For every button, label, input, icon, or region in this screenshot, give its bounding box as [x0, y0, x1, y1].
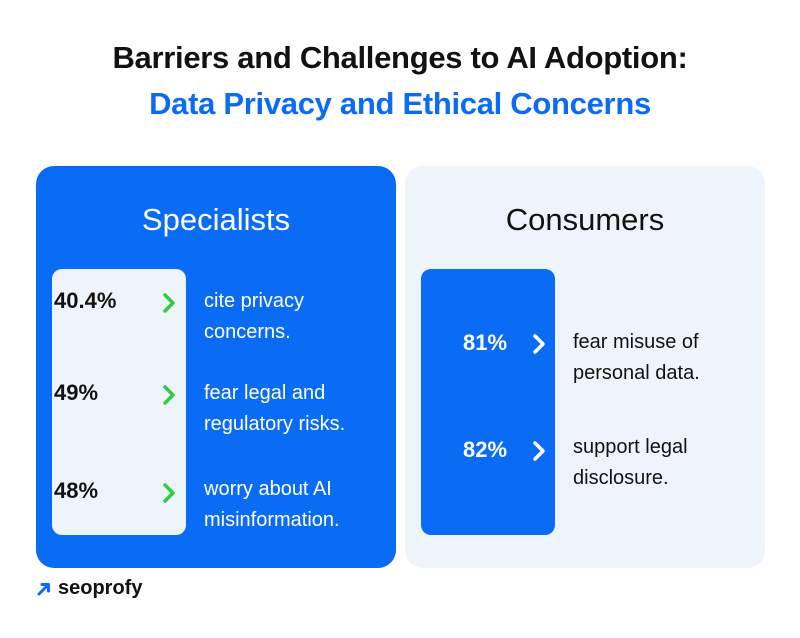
specialists-desc-1: cite privacy concerns. — [204, 290, 305, 343]
chevron-right-icon — [163, 385, 175, 405]
specialists-stat-1: 40.4% — [54, 288, 117, 313]
specialists-panel: Specialists 40.4% cite privacy concerns.… — [36, 166, 396, 568]
consumers-stats-box — [421, 269, 555, 535]
chevron-right-icon — [163, 483, 175, 503]
page-title: Barriers and Challenges to AI Adoption: — [112, 40, 688, 75]
consumers-stat-2: 82% — [463, 437, 508, 462]
consumers-desc-1: fear misuse of personal data. — [573, 331, 700, 384]
arrow-up-right-icon — [37, 582, 50, 595]
consumers-title: Consumers — [505, 202, 665, 237]
specialists-stat-3: 48% — [54, 478, 99, 503]
brand-logo: seoprofy — [36, 577, 142, 600]
specialists-desc-2: fear legal and regulatory risks. — [204, 382, 346, 435]
chevron-right-icon — [533, 441, 545, 461]
chevron-right-icon — [163, 293, 175, 313]
brand-name: seoprofy — [58, 577, 143, 599]
specialists-title: Specialists — [141, 202, 291, 237]
consumers-stat-1: 81% — [463, 330, 508, 355]
consumers-desc-2: support legal disclosure. — [573, 436, 688, 489]
specialists-desc-3: worry about AI misinformation. — [204, 478, 340, 531]
chevron-right-icon — [533, 334, 545, 354]
consumers-panel: Consumers 81% fear misuse of personal da… — [405, 166, 765, 568]
page-subtitle: Data Privacy and Ethical Concerns — [149, 86, 651, 121]
specialists-stat-2: 49% — [54, 380, 99, 405]
